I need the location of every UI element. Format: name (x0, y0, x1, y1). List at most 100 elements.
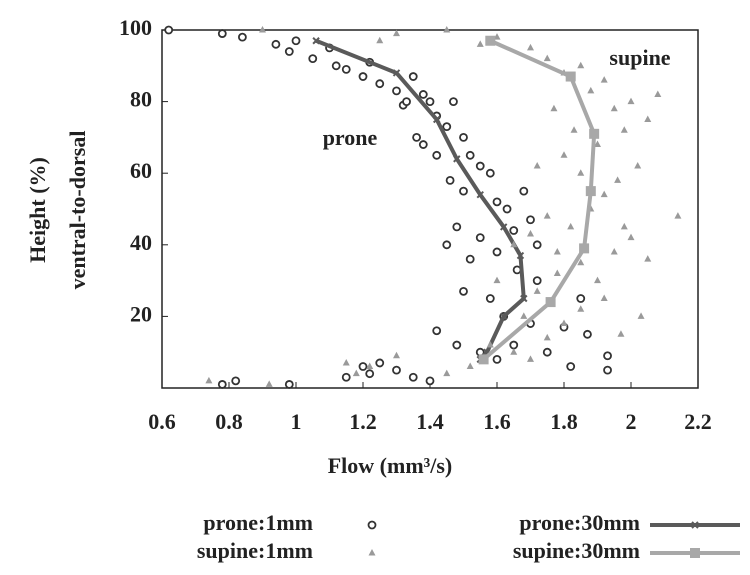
point (627, 233, 635, 241)
point (543, 333, 551, 341)
y-axis-label: Height (%) (25, 157, 50, 263)
point (644, 115, 652, 122)
point (570, 126, 578, 133)
point (520, 312, 528, 319)
point (342, 358, 350, 366)
point (509, 340, 519, 350)
point (550, 104, 558, 112)
point (526, 215, 535, 225)
point (634, 162, 642, 169)
point (358, 362, 368, 371)
x-tick-label: 1.6 (483, 409, 511, 434)
y-axis-label: ventral-to-dorsal (65, 131, 90, 290)
point (442, 122, 452, 132)
point (271, 39, 281, 49)
point (566, 362, 576, 371)
x-tick-label: 0.6 (148, 409, 176, 434)
point (375, 79, 385, 89)
point (465, 150, 475, 160)
x-tick-label: 1 (291, 409, 302, 434)
point (542, 347, 552, 357)
point (331, 61, 341, 71)
point (532, 276, 542, 286)
point (265, 380, 273, 387)
point (453, 155, 461, 163)
point (418, 90, 428, 99)
point (627, 97, 635, 105)
annotation: prone (323, 125, 378, 150)
point (577, 61, 585, 69)
point (459, 132, 468, 142)
point (284, 380, 294, 389)
point (418, 140, 428, 149)
point (284, 47, 294, 56)
legend-marker (691, 521, 699, 529)
point (392, 86, 401, 96)
y-tick-label: 20 (130, 301, 152, 326)
point (583, 329, 592, 339)
point (217, 29, 227, 38)
point (637, 312, 645, 319)
point (442, 240, 452, 250)
point (553, 269, 561, 276)
point (543, 212, 551, 219)
point (485, 294, 495, 303)
x-tick-label: 0.8 (215, 409, 243, 434)
point (600, 76, 608, 83)
point (443, 26, 451, 33)
point (259, 26, 266, 33)
point (527, 43, 534, 51)
point (459, 186, 468, 196)
y-tick-label: 80 (130, 87, 152, 112)
point (620, 222, 628, 230)
point (509, 226, 519, 235)
point (520, 294, 528, 303)
x-tick-label: 1.2 (349, 409, 377, 434)
point (452, 222, 462, 232)
point (393, 29, 400, 37)
point (617, 330, 625, 337)
point (492, 247, 502, 257)
point (312, 37, 320, 45)
point (510, 240, 518, 248)
legend-marker (368, 549, 376, 556)
point (519, 186, 529, 196)
point (352, 369, 360, 377)
point (576, 294, 586, 303)
point (553, 247, 561, 255)
point (533, 287, 541, 294)
point (341, 64, 351, 74)
point (466, 362, 474, 370)
point (502, 204, 512, 214)
point (476, 40, 484, 47)
point (432, 115, 441, 124)
legend-label: prone:1mm (203, 510, 313, 535)
point (543, 54, 551, 62)
legend-label: prone:30mm (519, 510, 640, 535)
point (376, 36, 384, 44)
point (644, 255, 652, 262)
point (577, 258, 585, 266)
point (392, 365, 401, 375)
point (217, 380, 227, 389)
point (674, 212, 682, 219)
point (205, 376, 213, 384)
point (594, 276, 601, 284)
plot-frame (161, 29, 699, 389)
point (475, 161, 485, 171)
point (499, 312, 508, 321)
x-tick-label: 2 (626, 409, 637, 434)
point (620, 126, 628, 133)
point (499, 223, 508, 231)
point (291, 36, 301, 46)
point (452, 340, 462, 350)
point (341, 372, 351, 382)
point (532, 240, 542, 250)
x-tick-label: 2.2 (684, 409, 712, 434)
point (510, 348, 518, 355)
legend-label: supine:1mm (197, 538, 313, 563)
point (393, 351, 400, 359)
point (516, 251, 525, 260)
point (459, 286, 468, 296)
